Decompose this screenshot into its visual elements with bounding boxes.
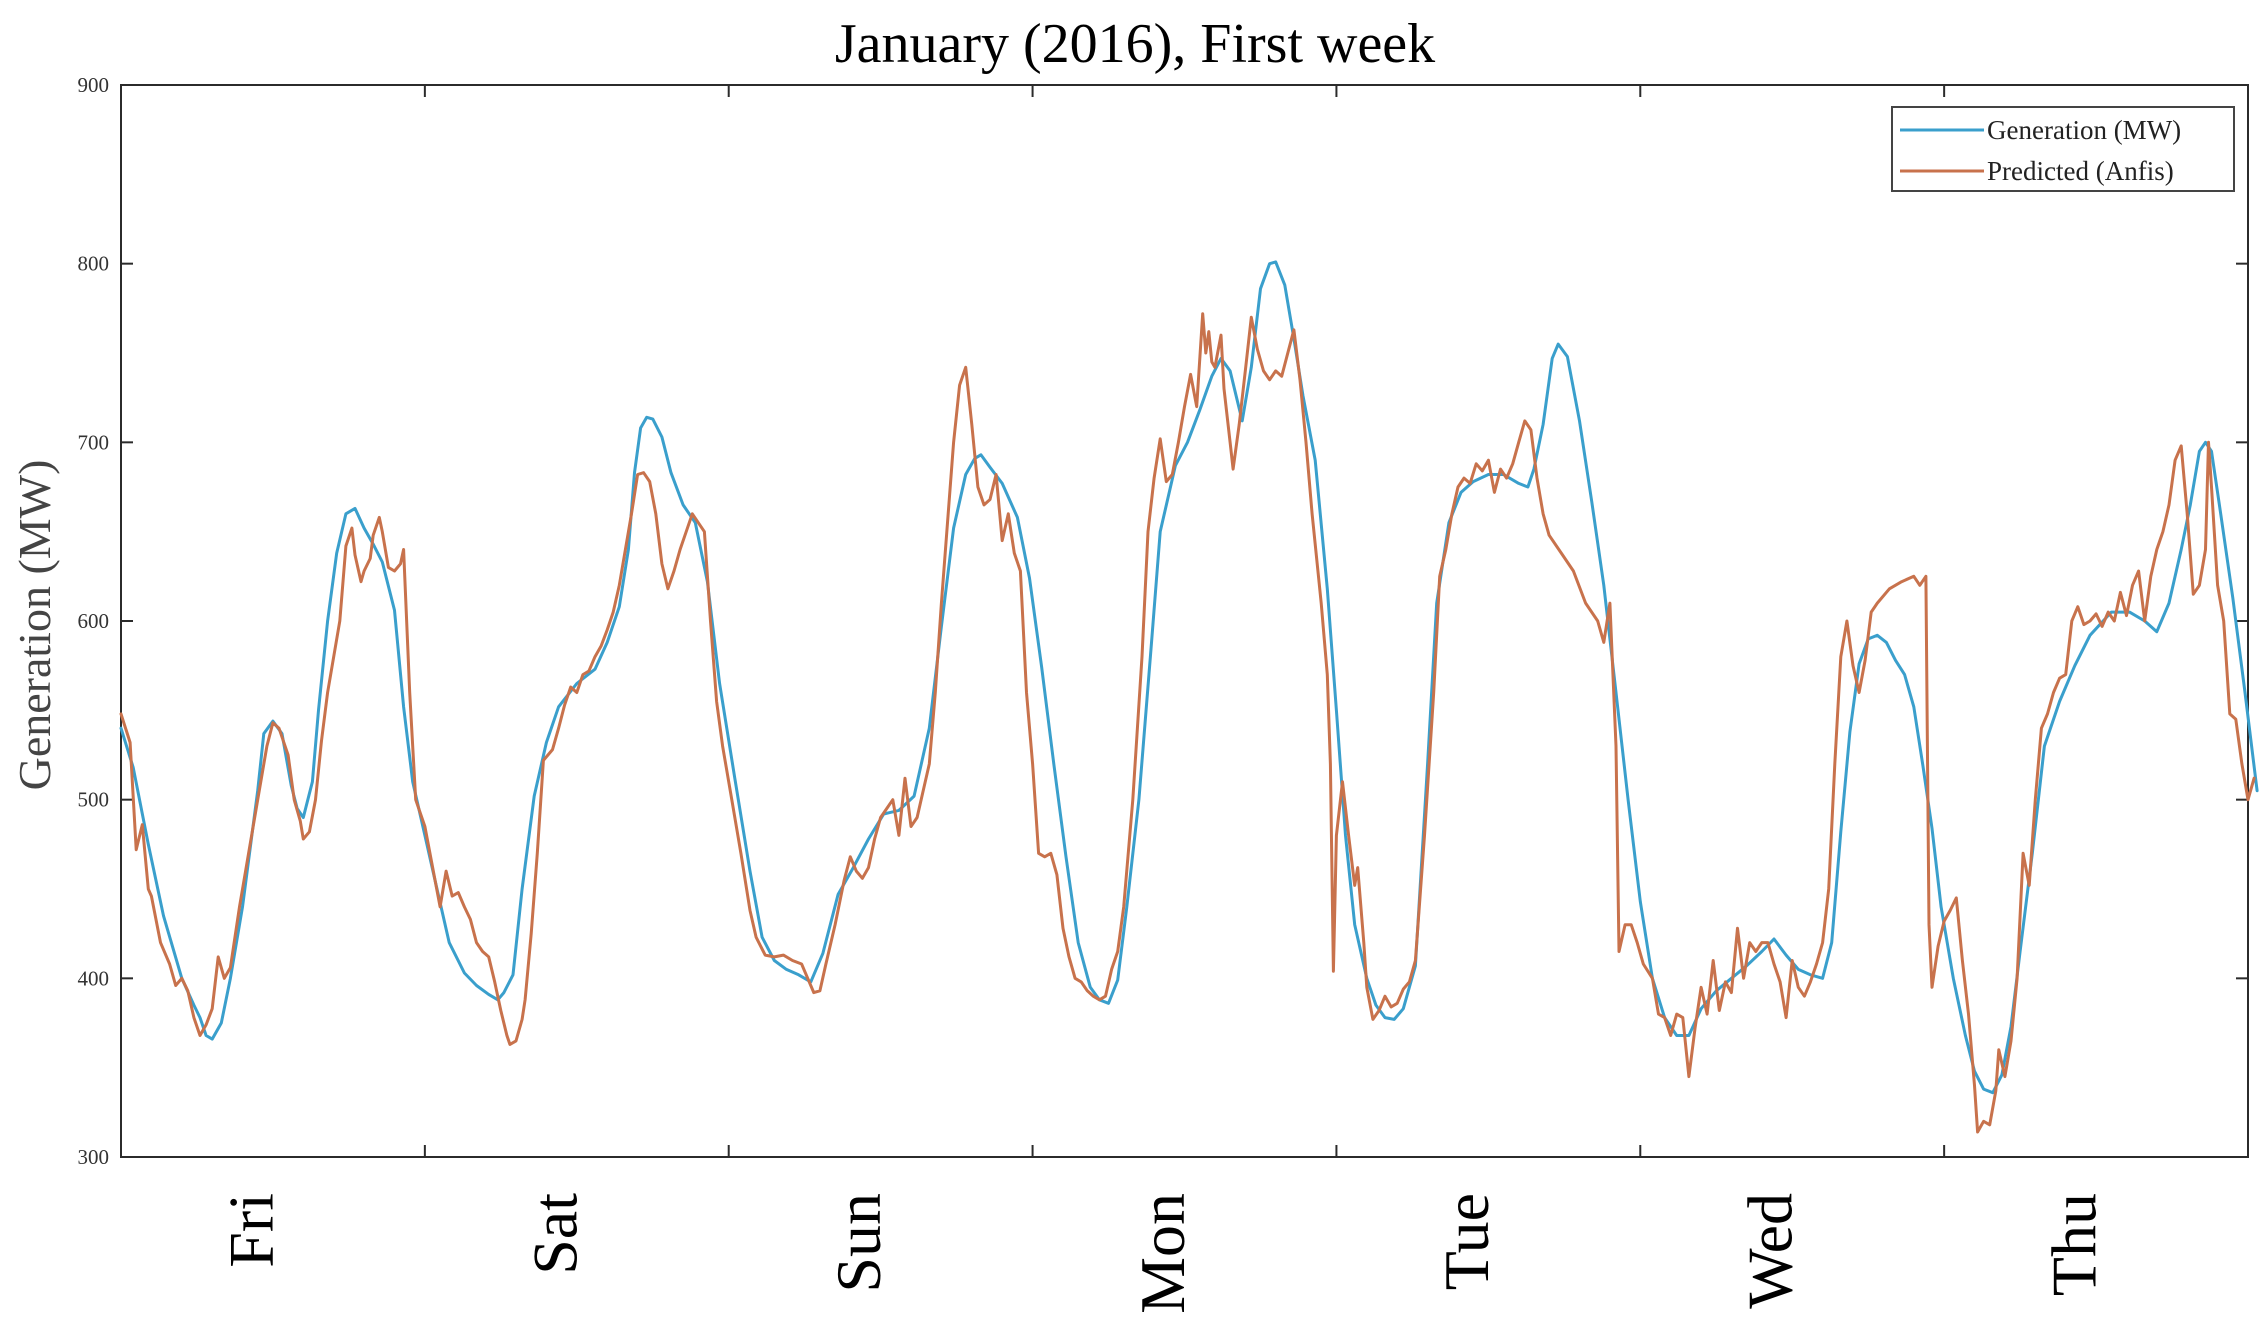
series-layer (119, 260, 2259, 1134)
x-day-label: Thu (2039, 1193, 2110, 1296)
legend-label-predicted: Predicted (Anfis) (1987, 156, 2174, 186)
x-day-label: Sun (823, 1193, 894, 1293)
y-tick-label: 700 (78, 430, 110, 454)
y-tick-label: 900 (78, 73, 110, 97)
series-line-1 (119, 312, 2256, 1134)
chart-title: January (2016), First week (835, 13, 1435, 75)
x-day-label: Wed (1735, 1193, 1806, 1309)
y-tick-label: 400 (78, 966, 110, 990)
x-day-label: Sat (519, 1193, 590, 1275)
x-day-label: Mon (1127, 1193, 1198, 1314)
legend-box (1891, 106, 2235, 192)
x-day-label: Tue (1431, 1193, 1502, 1290)
axis-ticks: 300 400 500 600 700 800 900 Fri Sat Sun Mon Tue Wed T… (78, 73, 2249, 1314)
y-axis-label: Generation (MW) (9, 460, 60, 791)
legend: Generation (MW) Predicted (Anfis) (1891, 106, 2235, 192)
y-tick-label: 800 (78, 252, 110, 276)
legend-label-generation: Generation (MW) (1987, 115, 2181, 145)
y-tick-label: 600 (78, 609, 110, 633)
y-tick-label: 300 (78, 1145, 110, 1169)
x-day-label: Fri (215, 1193, 286, 1268)
y-tick-label: 500 (78, 788, 110, 812)
